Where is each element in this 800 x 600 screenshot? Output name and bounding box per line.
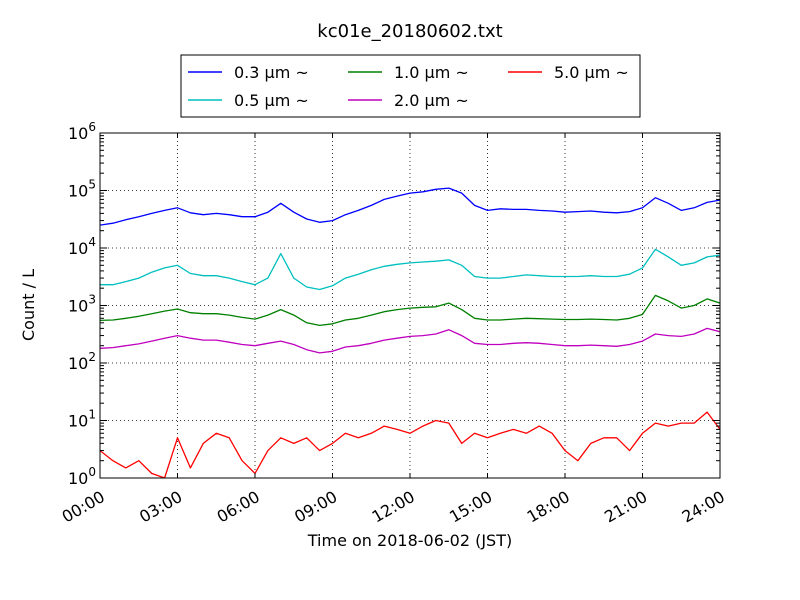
y-tick-base: 10 [68,469,88,488]
legend-label: 1.0 μm ~ [394,63,469,82]
y-tick-label: 103 [68,293,96,316]
y-axis-label: Count / L [19,269,38,341]
series-line [100,411,720,478]
x-tick-label: 15:00 [446,487,495,527]
legend-label: 0.5 μm ~ [234,91,309,110]
y-tick-exponent: 5 [88,178,96,192]
legend-label: 2.0 μm ~ [394,91,469,110]
grid [100,133,720,478]
x-tick-label: 00:00 [59,487,108,527]
y-tick-label: 105 [68,178,96,201]
series-line [100,248,720,291]
x-tick-label: 21:00 [601,487,650,527]
y-tick-label: 102 [68,350,96,373]
y-tick-exponent: 2 [88,350,96,364]
series-layer [100,187,720,478]
y-tick-label: 106 [68,120,96,143]
chart-title: kc01e_20180602.txt [317,21,502,42]
series-line [100,187,720,226]
y-tick-base: 10 [68,124,88,143]
legend-label: 0.3 μm ~ [234,63,309,82]
y-tick-base: 10 [68,354,88,373]
x-tick-label: 24:00 [679,487,728,527]
x-tick-labels: 00:00 03:00 06:00 09:00 12:00 15:00 18:00 21:00… [59,487,728,527]
y-tick-label: 101 [68,408,96,431]
y-tick-label: 104 [68,235,96,258]
x-tick-label: 09:00 [291,487,340,527]
x-tick-label: 06:00 [214,487,263,527]
legend-box [180,54,641,118]
y-tick-exponent: 3 [88,293,96,307]
y-tick-base: 10 [68,239,88,258]
y-tick-base: 10 [68,297,88,316]
y-tick-exponent: 1 [88,408,96,422]
y-tick-base: 10 [68,182,88,201]
legend-label: 5.0 μm ~ [554,63,629,82]
y-tick-exponent: 6 [88,120,96,134]
x-tick-label: 03:00 [136,487,185,527]
x-tick-label: 18:00 [524,487,573,527]
y-tick-exponent: 4 [88,235,96,249]
series-line [100,327,720,354]
y-tick-label: 100 [68,465,96,488]
x-axis-label: Time on 2018-06-02 (JST) [307,531,512,550]
series-line [100,294,720,327]
y-tick-base: 10 [68,412,88,431]
y-tick-exponent: 0 [88,465,96,479]
legend: 0.3 μm ~ 0.5 μm ~ 1.0 μm ~ 2.0 μm ~ 5.0 μm ~ [180,54,641,118]
x-tick-label: 12:00 [369,487,418,527]
tick-marks [99,132,721,479]
